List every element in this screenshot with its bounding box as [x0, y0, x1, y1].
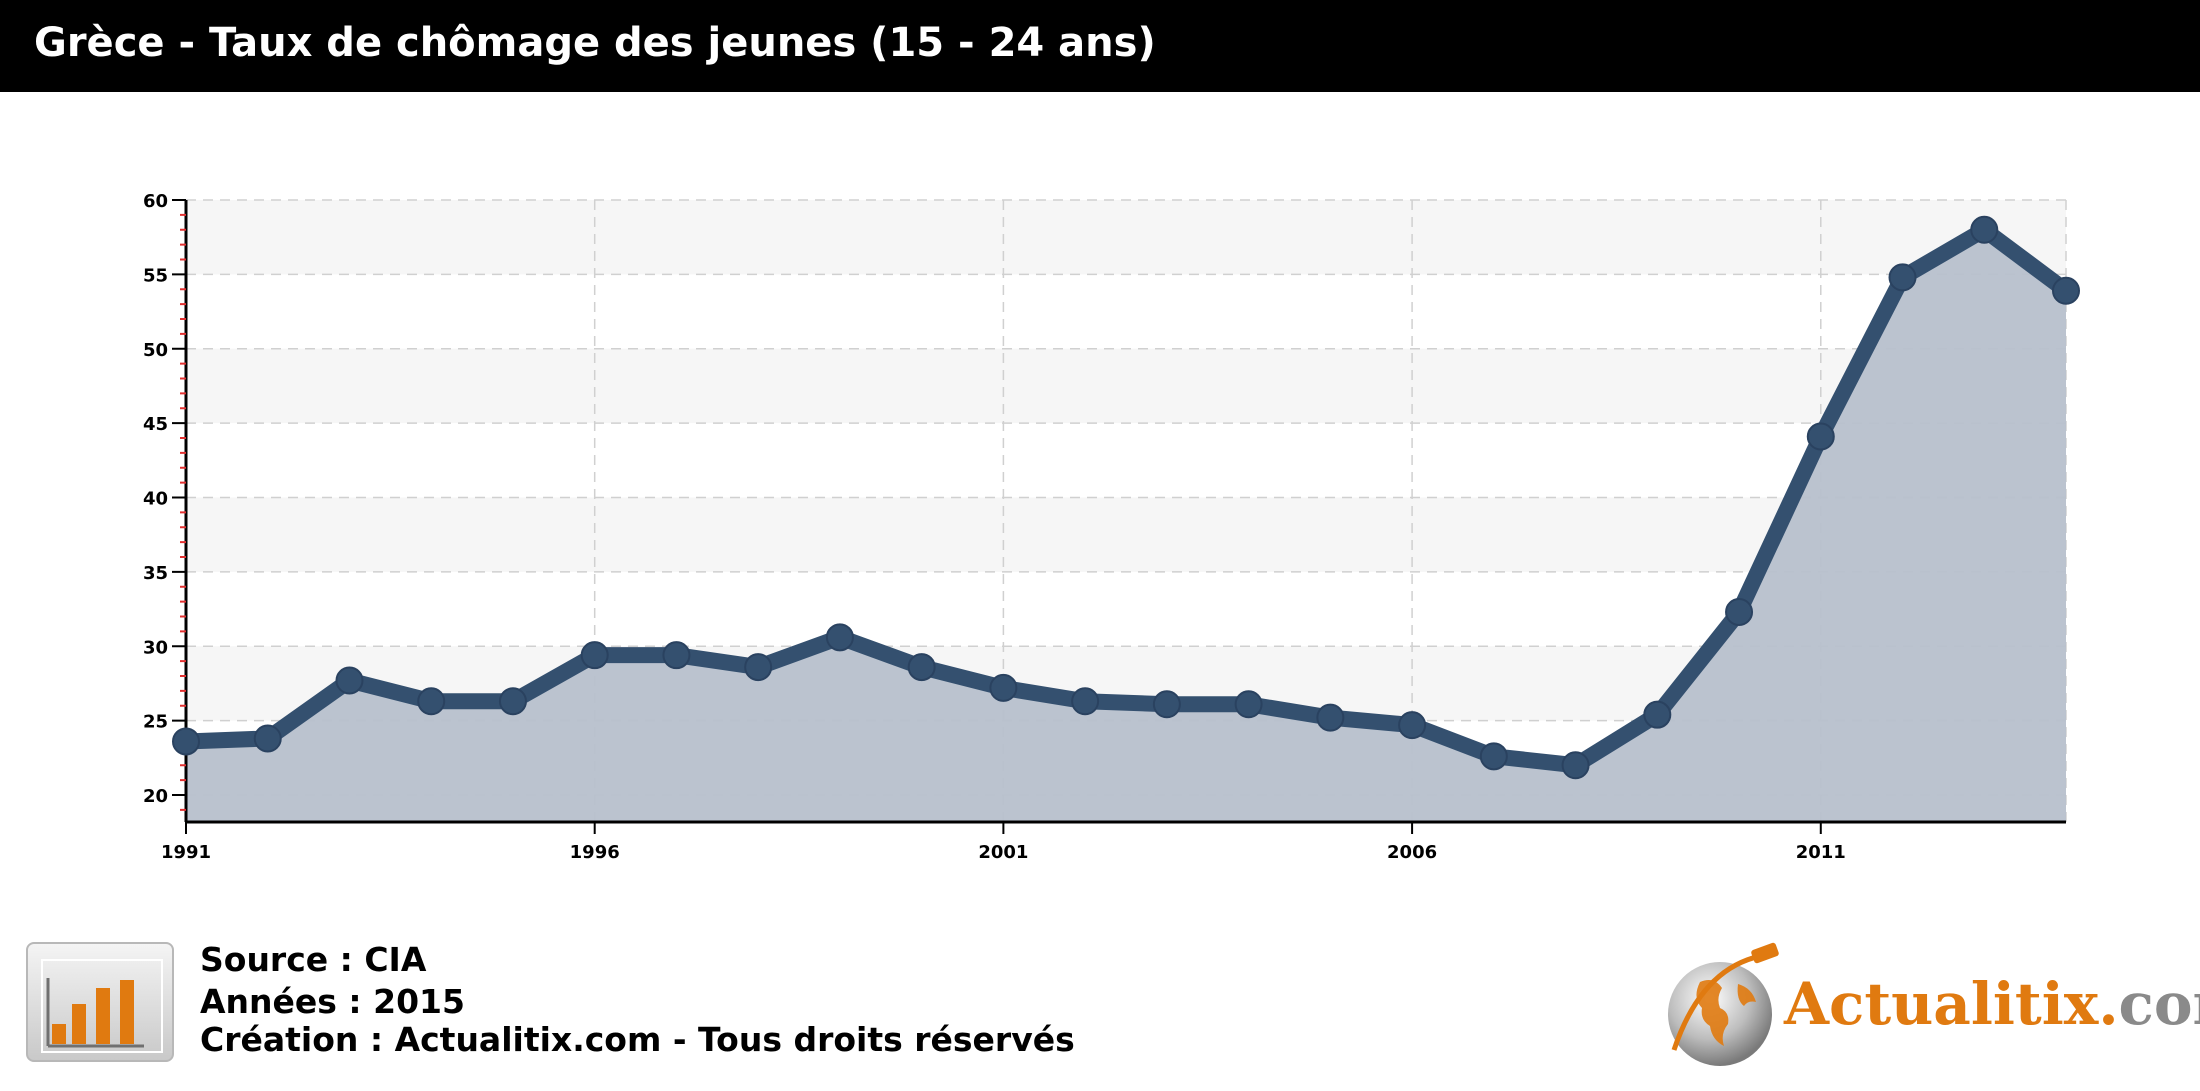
- y-tick-label: 50: [143, 340, 168, 361]
- data-point: [172, 727, 200, 756]
- data-point: [1071, 687, 1100, 716]
- x-tick-label: 1991: [161, 842, 211, 863]
- data-point: [825, 623, 854, 652]
- y-tick-label: 20: [143, 786, 168, 807]
- data-point: [1725, 598, 1754, 627]
- x-tick-label: 2001: [978, 842, 1028, 863]
- x-tick-label: 2011: [1796, 842, 1846, 863]
- logo-dot: .: [2098, 970, 2119, 1038]
- footer-creation: Création : Actualitix.com - Tous droits …: [200, 1020, 1075, 1059]
- data-point: [580, 641, 609, 670]
- y-tick-label: 45: [143, 414, 168, 435]
- footer-source: Source : CIA: [200, 940, 427, 979]
- page-title: Grèce - Taux de chômage des jeunes (15 -…: [34, 20, 1156, 66]
- area-chart: 20 25 30 35 40 45 50 55 60 1991 1996 2001 2006 2011: [143, 191, 2080, 863]
- data-point: [253, 724, 282, 753]
- y-tick-label: 60: [143, 191, 168, 212]
- data-point: [744, 653, 773, 682]
- data-point: [1806, 422, 1835, 451]
- data-point: [2052, 276, 2080, 305]
- data-point: [1970, 215, 1999, 244]
- x-tick-label: 2006: [1387, 842, 1437, 863]
- y-tick-label: 30: [143, 637, 168, 658]
- grid-band: [186, 497, 2066, 572]
- data-point: [1643, 700, 1672, 729]
- area-fill: [186, 229, 2066, 822]
- data-point: [498, 687, 527, 716]
- actualitix-logo[interactable]: Actualitix.com: [1656, 940, 2200, 1080]
- data-point: [989, 673, 1018, 702]
- data-point: [662, 641, 691, 670]
- data-point: [907, 653, 936, 682]
- logo-name: Actualitix: [1784, 970, 2099, 1038]
- footer-annees: Années : 2015: [200, 982, 465, 1021]
- y-tick-label: 25: [143, 712, 168, 733]
- y-tick-label: 55: [143, 265, 168, 286]
- data-point: [1479, 742, 1508, 771]
- bar-chart-icon: [26, 942, 174, 1062]
- data-point: [1152, 690, 1181, 719]
- data-point: [335, 666, 364, 695]
- data-point: [1234, 690, 1263, 719]
- y-tick-label: 40: [143, 489, 168, 510]
- data-point: [1398, 711, 1427, 740]
- page-header: Grèce - Taux de chômage des jeunes (15 -…: [0, 0, 2200, 92]
- grid-band: [186, 200, 2066, 275]
- logo-tld: com: [2118, 970, 2200, 1038]
- data-point: [1888, 263, 1917, 292]
- y-tick-label: 35: [143, 563, 168, 584]
- data-point: [1316, 703, 1345, 732]
- x-tick-label: 1996: [570, 842, 620, 863]
- data-point: [417, 687, 446, 716]
- grid-band: [186, 348, 2066, 424]
- globe-icon: [1668, 942, 1779, 1066]
- data-point: [1561, 751, 1590, 780]
